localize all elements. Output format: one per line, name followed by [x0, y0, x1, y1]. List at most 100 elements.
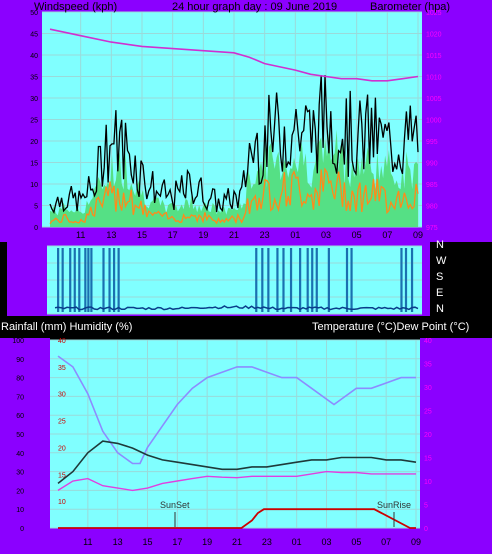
wind-right-tick-975: 975	[426, 225, 438, 232]
temperature-x-tick-09: 09	[411, 537, 421, 547]
temperature-tick-5: 5	[424, 503, 428, 510]
direction-bar-10	[112, 248, 116, 312]
wind-direction-series-group	[47, 245, 422, 315]
rainfall-tick-80: 80	[16, 376, 24, 383]
wind-right-tick-990: 990	[426, 161, 438, 168]
temperature-x-tick-17: 17	[172, 537, 182, 547]
temperature-x-tick-15: 15	[142, 537, 152, 547]
temperature-left-axis-title: Rainfall (mm) Humidity (%)	[1, 321, 132, 333]
wind-gust-line	[49, 75, 419, 215]
temperature-x-tick-05: 05	[351, 537, 361, 547]
direction-bar-19	[306, 248, 309, 312]
humidity-tick-40: 40	[58, 338, 66, 345]
wind-left-tick-10: 10	[30, 182, 38, 189]
wind-x-tick-15: 15	[137, 230, 147, 240]
wind-right-tick-1015: 1015	[426, 53, 442, 60]
direction-bar-0	[57, 248, 60, 312]
temperature-x-tick-13: 13	[113, 537, 123, 547]
temperature-x-tick-23: 23	[262, 537, 272, 547]
direction-bar-2	[69, 248, 72, 312]
wind-right-axis-title: Barometer (hpa)	[370, 1, 450, 13]
wind-left-tick-25: 25	[30, 118, 38, 125]
temperature-left-frame	[0, 338, 50, 554]
direction-bar-3	[73, 248, 76, 312]
direction-label-e: E	[436, 287, 443, 299]
direction-bar-22	[327, 248, 330, 312]
wind-x-tick-13: 13	[106, 230, 116, 240]
temperature-tick-20: 20	[424, 432, 432, 439]
humidity-tick-25: 25	[58, 419, 66, 426]
wind-left-tick-50: 50	[30, 10, 38, 17]
temperature-right-frame	[420, 338, 492, 554]
direction-bar-9	[108, 248, 111, 312]
direction-bar-11	[117, 248, 120, 312]
temperature-tick-30: 30	[424, 385, 432, 392]
temperature-tick-10: 10	[424, 479, 432, 486]
sunrise-annotation: SunRise	[377, 500, 411, 510]
wind-low-line	[49, 167, 419, 225]
humidity-tick-15: 15	[58, 472, 66, 479]
direction-bar-18	[299, 248, 302, 312]
rainfall-tick-70: 70	[16, 394, 24, 401]
rainfall-tick-10: 10	[16, 507, 24, 514]
wind-right-tick-1020: 1020	[426, 32, 442, 39]
rainfall-tick-90: 90	[16, 357, 24, 364]
barometer-line	[49, 28, 419, 82]
direction-bar-24	[350, 248, 353, 312]
wind-x-tick-05: 05	[352, 230, 362, 240]
direction-bar-13	[261, 248, 264, 312]
direction-bar-26	[404, 248, 408, 312]
wind-x-tick-19: 19	[198, 230, 208, 240]
wind-left-tick-40: 40	[30, 53, 38, 60]
wind-left-axis-title: Windspeed (kph)	[34, 1, 117, 13]
temperature-right-axis-title: Temperature (°C)Dew Point (°C)	[312, 321, 469, 333]
wind-right-tick-1025: 1025	[426, 10, 442, 17]
temperature-x-tick-19: 19	[202, 537, 212, 547]
direction-bar-7	[90, 248, 93, 312]
wind-tick-labels: 0510152025303540455097598098599099510001…	[30, 10, 441, 240]
wind-left-tick-45: 45	[30, 32, 38, 39]
direction-bar-16	[282, 248, 285, 312]
temperature-tick-0: 0	[424, 526, 428, 533]
direction-label-s: S	[436, 271, 443, 283]
direction-label-n-top: N	[436, 239, 444, 251]
rainfall-tick-100: 100	[12, 338, 24, 345]
humidity-line	[57, 355, 416, 465]
direction-bar-5	[84, 248, 87, 312]
direction-bar-27	[410, 248, 414, 312]
humidity-tick-10: 10	[58, 499, 66, 506]
temperature-tick-15: 15	[424, 456, 432, 463]
humidity-tick-20: 20	[58, 445, 66, 452]
rainfall-tick-60: 60	[16, 413, 24, 420]
rainfall-line	[58, 508, 416, 529]
direction-bar-21	[315, 248, 318, 312]
rainfall-tick-40: 40	[16, 451, 24, 458]
wind-left-tick-30: 30	[30, 96, 38, 103]
wind-left-tick-0: 0	[34, 225, 38, 232]
wind-x-tick-03: 03	[321, 230, 331, 240]
rainfall-tick-30: 30	[16, 470, 24, 477]
wind-right-tick-995: 995	[426, 139, 438, 146]
wind-x-tick-17: 17	[168, 230, 178, 240]
dew-point-line	[57, 470, 416, 492]
temperature-bottom-frame	[50, 528, 420, 554]
direction-bar-17	[289, 248, 293, 312]
direction-bar-6	[87, 248, 90, 312]
wind-right-tick-1010: 1010	[426, 75, 442, 82]
wind-right-tick-1005: 1005	[426, 96, 442, 103]
wind-direction-line	[54, 305, 419, 311]
temperature-line	[57, 440, 417, 485]
sunset-annotation: SunSet	[160, 500, 190, 510]
temperature-tick-35: 35	[424, 362, 432, 369]
wind-average-area	[50, 129, 418, 227]
wind-left-tick-35: 35	[30, 75, 38, 82]
wind-x-tick-21: 21	[229, 230, 239, 240]
wind-x-tick-01: 01	[290, 230, 300, 240]
direction-bar-15	[276, 248, 279, 312]
direction-label-w: W	[436, 255, 447, 267]
wind-x-tick-11: 11	[76, 230, 85, 240]
temperature-tick-labels: 0102030405060708090100101520253035400510…	[12, 338, 432, 547]
graph-title: 24 hour graph day : 09 June 2019	[172, 1, 337, 13]
rainfall-tick-0: 0	[20, 526, 24, 533]
